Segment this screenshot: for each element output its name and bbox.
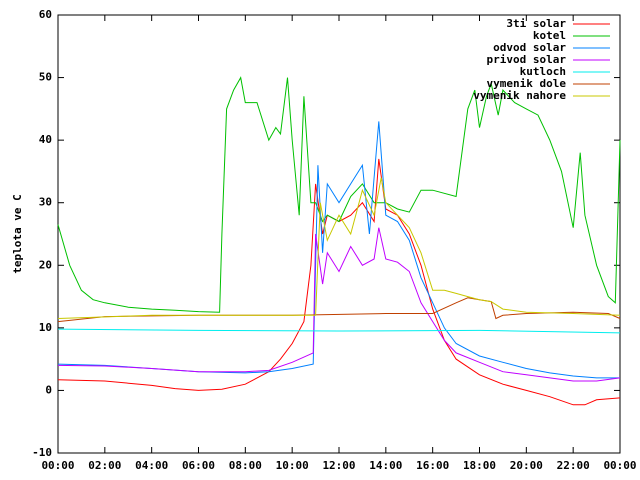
legend-label: privod solar bbox=[487, 53, 567, 66]
y-axis-label: teplota ve C bbox=[11, 194, 24, 273]
series-line bbox=[57, 121, 620, 379]
y-tick-label: -10 bbox=[32, 446, 52, 459]
series-line bbox=[57, 177, 621, 319]
x-tick-label: 00:00 bbox=[603, 459, 636, 472]
series-line bbox=[57, 76, 621, 313]
plot-frame bbox=[57, 14, 621, 454]
y-tick-label: 60 bbox=[39, 8, 52, 21]
x-tick-label: 08:00 bbox=[229, 459, 262, 472]
legend-label: vymenik dole bbox=[487, 77, 567, 90]
x-tick-label: 20:00 bbox=[510, 459, 543, 472]
x-tick-label: 00:00 bbox=[41, 459, 74, 472]
legend-label: 3ti solar bbox=[506, 17, 566, 30]
x-tick-label: 22:00 bbox=[557, 459, 590, 472]
x-tick-label: 06:00 bbox=[182, 459, 215, 472]
y-tick-label: 50 bbox=[39, 71, 52, 84]
legend-label: kotel bbox=[533, 29, 566, 42]
x-tick-label: 12:00 bbox=[322, 459, 355, 472]
y-tick-label: 20 bbox=[39, 258, 52, 271]
series-line bbox=[57, 328, 621, 334]
x-tick-label: 02:00 bbox=[88, 459, 121, 472]
y-tick-label: 30 bbox=[39, 196, 52, 209]
x-tick-label: 04:00 bbox=[135, 459, 168, 472]
legend-label: vymenik nahore bbox=[473, 89, 566, 102]
x-tick-label: 14:00 bbox=[369, 459, 402, 472]
series-line bbox=[57, 227, 621, 382]
y-tick-label: 40 bbox=[39, 133, 52, 146]
x-tick-label: 18:00 bbox=[463, 459, 496, 472]
legend-label: odvod solar bbox=[493, 41, 566, 54]
x-tick-label: 10:00 bbox=[276, 459, 309, 472]
x-tick-label: 16:00 bbox=[416, 459, 449, 472]
y-tick-label: 10 bbox=[39, 321, 52, 334]
series-line bbox=[57, 158, 621, 406]
legend-label: kutloch bbox=[520, 65, 566, 78]
y-tick-label: 0 bbox=[45, 383, 52, 396]
